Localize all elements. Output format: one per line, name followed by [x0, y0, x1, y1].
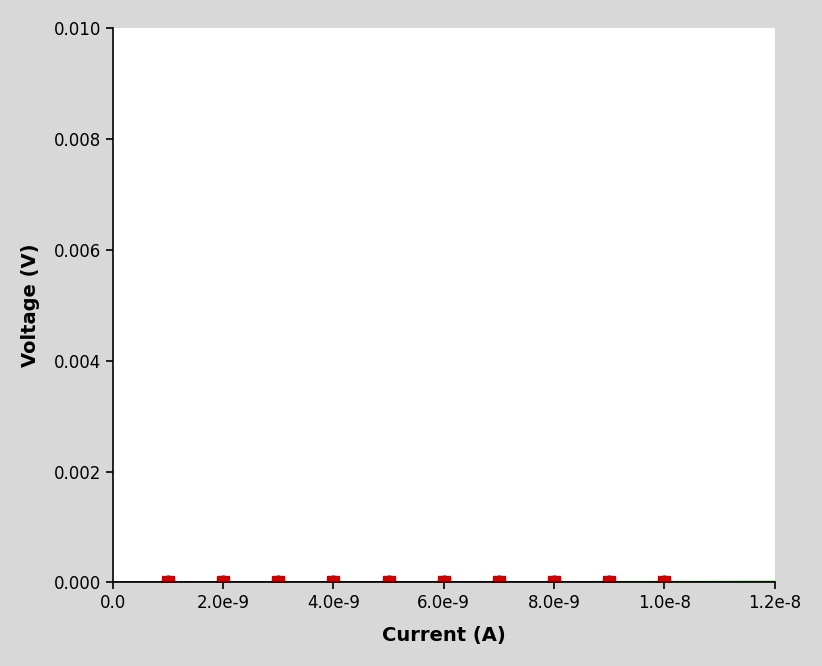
- Y-axis label: Voltage (V): Voltage (V): [21, 243, 39, 367]
- X-axis label: Current (A): Current (A): [382, 626, 506, 645]
